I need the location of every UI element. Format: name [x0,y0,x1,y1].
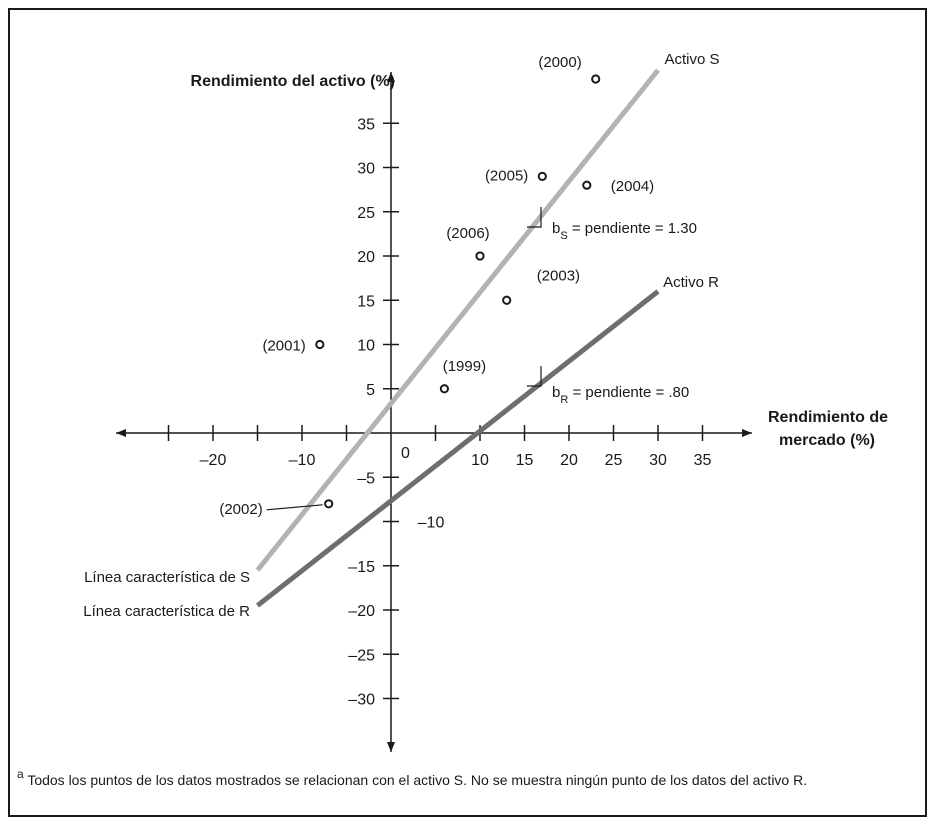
x-tick-label: 10 [471,452,489,469]
point-2000 [591,74,601,84]
x-tick-label: 20 [560,452,578,469]
x-tick-label: 35 [694,452,712,469]
data-points: (1999) (2000) (2001) (2002) (2003) (2004) (200… [219,54,654,518]
y-axis-arrow-bottom [387,742,395,752]
line-label-activo-s: Línea característica de S [84,569,250,586]
characteristic-lines: Activo S Línea característica de S bS = pe… [83,51,719,620]
point-label-2000: (2000) [538,54,581,71]
axes: –20 –10 10 15 20 25 30 35 35 30 25 20 15 10 5 –5 –10 –15 –… [116,72,752,752]
slope-label-activo-s: bS = pendiente = 1.30 [552,220,697,242]
svg-text:a Todos los puntos de los dato: a Todos los puntos de los datos mostrado… [17,767,807,788]
x-axis-arrow-left [116,429,126,437]
point-label-2003: (2003) [537,267,580,284]
point-label-2006: (2006) [446,225,489,242]
point-2001 [315,339,325,350]
chart-labels: Rendimiento del activo (%) Rendimiento d… [191,73,889,462]
point-label-2005: (2005) [485,167,528,184]
footnote: a Todos los puntos de los datos mostrado… [17,767,807,788]
y-tick-label: 10 [357,338,375,355]
point-2003 [502,295,512,305]
point-label-2002: (2002) [219,501,262,518]
y-tick-label: –30 [348,692,375,709]
point-label-2001: (2001) [262,338,305,355]
y-tick-label: –20 [348,603,375,620]
series-name-activo-r: Activo R [663,274,719,291]
y-axis-arrow-top [387,72,395,82]
x-axis-arrow-right [742,429,752,437]
y-tick-label: –15 [348,559,375,576]
slope-label-activo-r: bR = pendiente = .80 [552,384,689,406]
footnote-marker: a [17,767,24,781]
y-tick-label: 5 [366,382,375,399]
x-tick-label: –10 [289,452,316,469]
y-axis-label: Rendimiento del activo (%) [191,73,395,90]
x-tick-label: –20 [200,452,227,469]
x-tick-label: 15 [516,452,534,469]
point-1999 [439,384,449,394]
x-tick-label: 25 [605,452,623,469]
leader-line-2002 [266,504,323,511]
point-2004 [582,180,592,190]
y-tick-label: 35 [357,116,375,133]
y-tick-label: –10 [418,515,445,532]
x-axis-label-line2: mercado (%) [779,432,875,449]
y-tick-label: –25 [348,647,375,664]
figure-frame [8,8,927,817]
point-label-2004: (2004) [611,178,654,195]
y-tick-label: –5 [357,470,375,487]
series-name-activo-s: Activo S [664,51,719,68]
y-tick-label: 30 [357,161,375,178]
line-label-activo-r: Línea característica de R [83,603,250,620]
y-tick-label: 15 [357,293,375,310]
x-tick-label: 30 [649,452,667,469]
point-2005 [537,171,547,181]
y-tick-label: 20 [357,249,375,266]
footnote-text: Todos los puntos de los datos mostrados … [24,772,807,788]
point-label-1999: (1999) [443,358,486,375]
point-2006 [475,251,485,261]
line-activo-r [255,289,660,608]
origin-label: 0 [401,445,410,462]
slope-marker-activo-r [527,366,542,387]
line-activo-s [255,68,660,572]
point-2002 [324,499,334,509]
y-tick-label: 25 [357,205,375,222]
x-axis-label-line1: Rendimiento de [768,409,888,426]
slope-marker-activo-s [527,207,542,228]
